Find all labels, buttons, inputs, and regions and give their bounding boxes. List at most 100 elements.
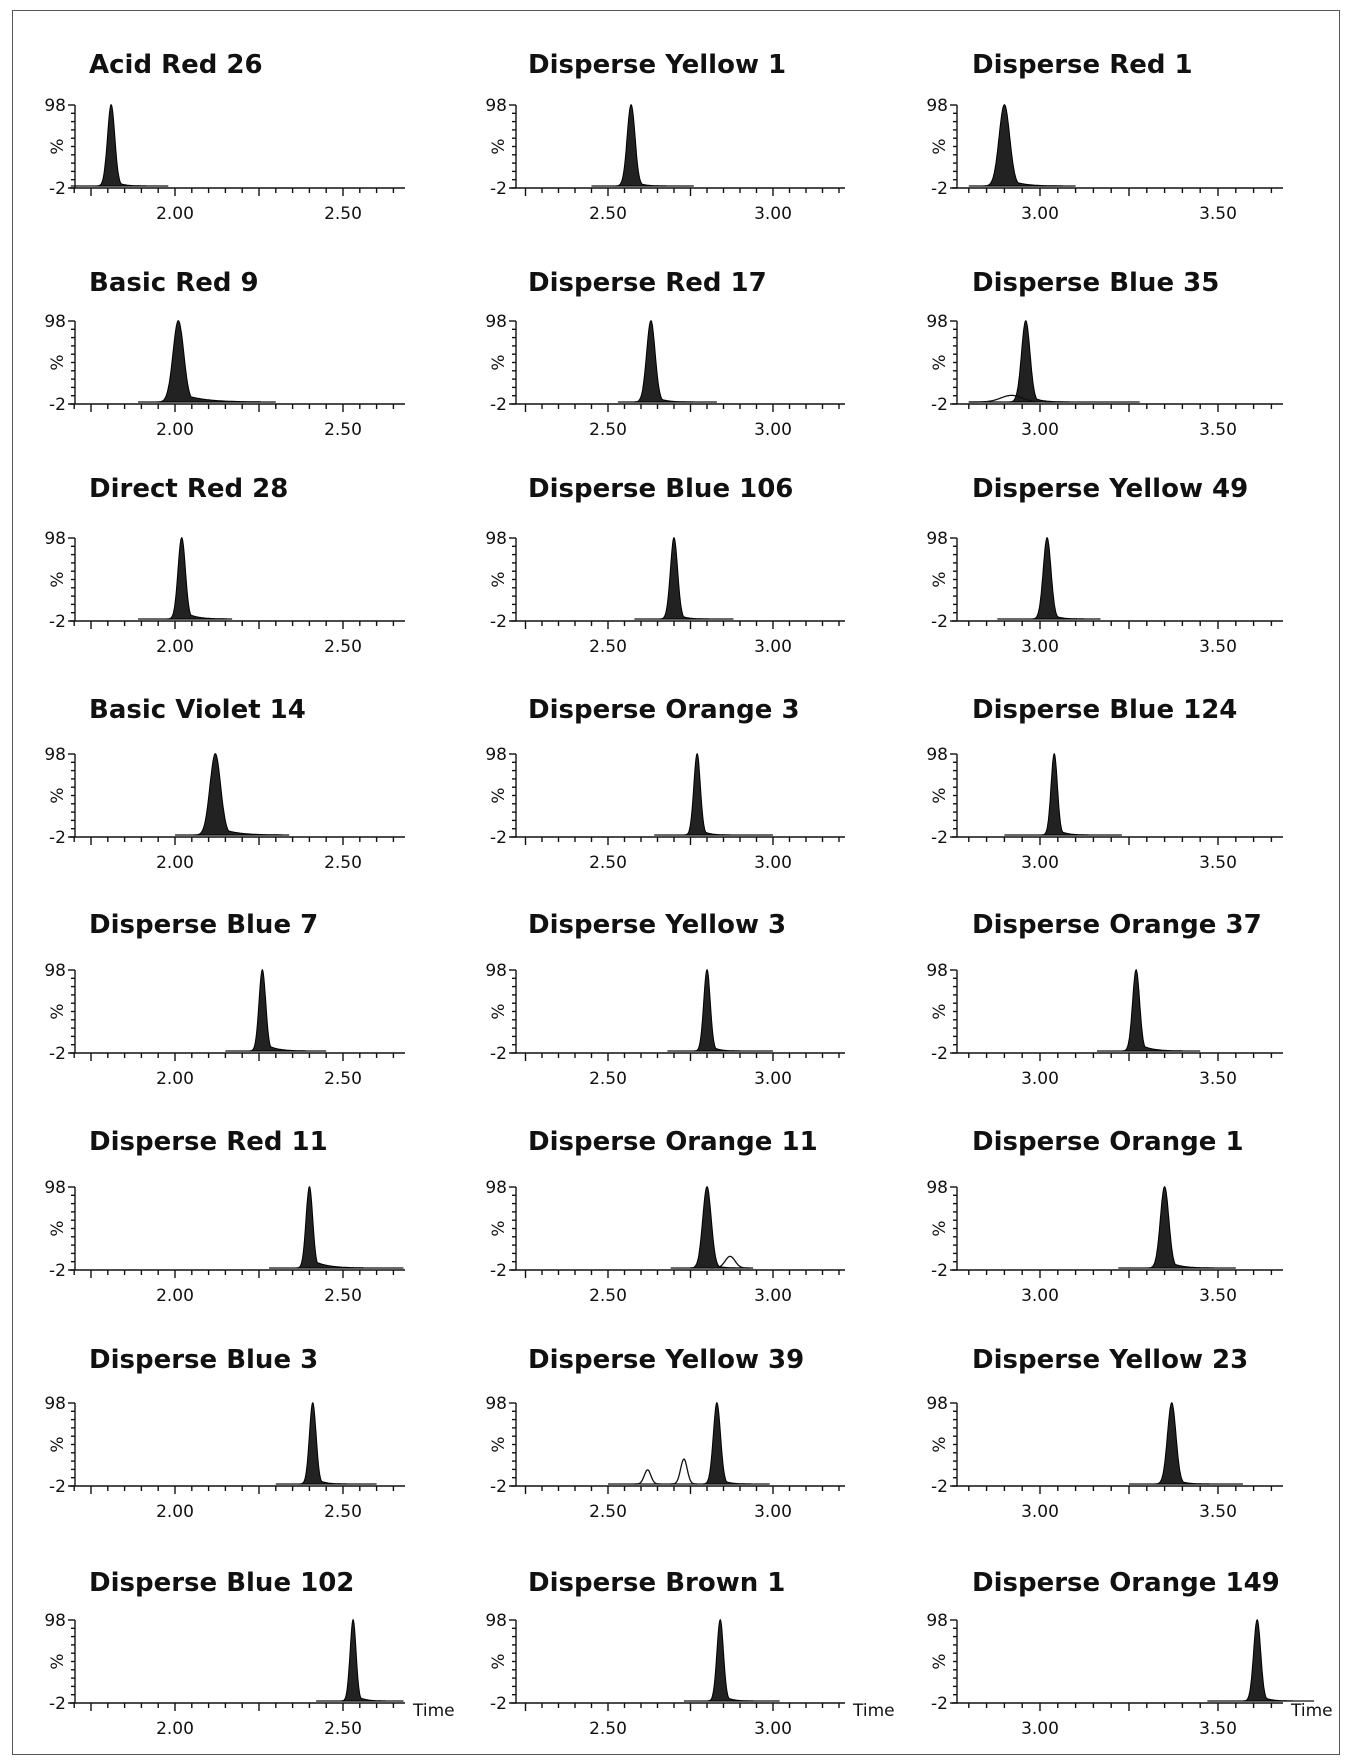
y-axis-label: %	[930, 354, 950, 370]
y-axis-label: %	[48, 354, 68, 370]
chromatogram-panel: Disperse Blue 3 98 -2% 2.00 2.50	[44, 1345, 405, 1522]
x-tick-label: 2.00	[156, 1069, 194, 1089]
panel-title: Disperse Orange 37	[972, 910, 1262, 940]
y-tick-label: 98	[44, 96, 66, 116]
chromatogram-panel: Disperse Yellow 3 98 -2% 2.50 3.00	[485, 910, 845, 1089]
peak	[659, 536, 709, 620]
x-tick-label: 2.50	[324, 1286, 362, 1306]
chromatogram-panel: Acid Red 26 98 -2% 2.00 2.50	[44, 50, 405, 224]
chromatogram-panel: Disperse Yellow 23 98 -2% 3.00 3.50	[926, 1345, 1283, 1522]
chromatogram-panel: Disperse Yellow 49 98 -2% 3.00 3.50	[926, 474, 1283, 657]
panel-title: Disperse Blue 7	[89, 910, 318, 940]
x-tick-label: 2.00	[156, 1502, 194, 1522]
y-tick-label: -2	[49, 395, 66, 415]
panel-title: Direct Red 28	[89, 474, 288, 504]
y-axis-label: %	[48, 1436, 68, 1452]
peak	[983, 104, 1064, 187]
x-tick-label: 3.50	[1199, 204, 1237, 224]
peak	[1242, 1619, 1294, 1702]
peak	[156, 320, 261, 403]
y-tick-label: -2	[931, 179, 948, 199]
y-tick-label: 98	[485, 745, 507, 765]
panel-title: Disperse Yellow 3	[528, 910, 786, 940]
peak	[693, 969, 741, 1052]
y-tick-label: 98	[926, 529, 948, 549]
chromatogram-panel: Disperse Blue 35 98 -2% 3.00 3.50	[926, 268, 1283, 440]
y-tick-label: -2	[931, 612, 948, 632]
y-axis-label: %	[489, 571, 509, 587]
x-tick-label: 2.50	[324, 1069, 362, 1089]
x-tick-label: 3.50	[1199, 853, 1237, 873]
y-tick-label: -2	[49, 1477, 66, 1497]
panel-title: Acid Red 26	[89, 50, 263, 80]
panel-title: Basic Red 9	[89, 268, 259, 298]
y-tick-label: 98	[485, 312, 507, 332]
y-tick-label: 98	[44, 1611, 66, 1631]
x-tick-label: 3.50	[1199, 1286, 1237, 1306]
panel-title: Disperse Blue 124	[972, 695, 1237, 725]
x-tick-label: 3.00	[1021, 204, 1059, 224]
y-tick-label: 98	[485, 1611, 507, 1631]
y-tick-label: 98	[485, 961, 507, 981]
chromatogram-panel: Disperse Orange 3 98 -2% 2.50 3.00	[485, 695, 845, 873]
y-tick-label: 98	[926, 745, 948, 765]
x-tick-label: 2.00	[156, 420, 194, 440]
x-tick-label: 3.00	[754, 1502, 792, 1522]
panel-title: Disperse Blue 35	[972, 268, 1219, 298]
y-tick-label: 98	[44, 1178, 66, 1198]
y-tick-label: -2	[49, 1694, 66, 1714]
x-tick-label: 2.00	[156, 1286, 194, 1306]
y-axis-label: %	[48, 787, 68, 803]
y-tick-label: -2	[931, 1694, 948, 1714]
peak	[1121, 969, 1183, 1052]
x-tick-label: 2.50	[324, 1502, 362, 1522]
chromatogram-panel: Disperse Orange 11 98 -2% 2.50 3.00	[485, 1127, 845, 1306]
y-tick-label: 98	[485, 1394, 507, 1414]
panel-title: Disperse Yellow 1	[528, 50, 786, 80]
x-tick-label: 2.50	[589, 1286, 627, 1306]
y-tick-label: -2	[931, 1477, 948, 1497]
x-tick-label: 3.00	[754, 204, 792, 224]
y-tick-label: 98	[926, 1394, 948, 1414]
y-axis-label: %	[489, 354, 509, 370]
peak	[248, 969, 307, 1052]
panel-title: Disperse Red 17	[528, 268, 767, 298]
y-axis-label: %	[489, 1436, 509, 1452]
minor-peak	[968, 394, 1054, 403]
y-tick-label: 98	[44, 961, 66, 981]
x-tick-label: 3.00	[754, 420, 792, 440]
y-tick-label: -2	[490, 1044, 507, 1064]
panel-title: Disperse Red 11	[89, 1127, 328, 1157]
x-tick-label: 3.00	[1021, 1286, 1059, 1306]
y-tick-label: -2	[490, 828, 507, 848]
y-tick-label: -2	[49, 179, 66, 199]
x-axis-label: Time	[852, 1701, 895, 1721]
chromatogram-panel: Disperse Orange 37 98 -2% 3.00 3.50	[926, 910, 1283, 1089]
peak	[707, 1619, 754, 1702]
peak	[193, 753, 283, 836]
peak	[340, 1618, 386, 1702]
x-tick-label: 3.50	[1199, 1502, 1237, 1522]
y-tick-label: 98	[926, 96, 948, 116]
x-tick-label: 2.50	[324, 1719, 362, 1739]
panel-title: Disperse Blue 102	[89, 1568, 354, 1598]
panel-title: Disperse Orange 3	[528, 695, 800, 725]
y-tick-label: 98	[44, 529, 66, 549]
peak	[299, 1402, 347, 1485]
x-tick-label: 3.00	[1021, 1719, 1059, 1739]
x-tick-label: 3.00	[1021, 1069, 1059, 1089]
panel-title: Disperse Brown 1	[528, 1568, 785, 1598]
peak	[96, 103, 147, 187]
x-tick-label: 2.50	[589, 204, 627, 224]
x-tick-label: 3.00	[1021, 853, 1059, 873]
chromatogram-panel: Disperse Blue 106 98 -2% 2.50 3.00	[485, 474, 845, 657]
x-tick-label: 3.50	[1199, 1069, 1237, 1089]
x-tick-label: 2.50	[324, 853, 362, 873]
y-tick-label: 98	[485, 96, 507, 116]
y-tick-label: -2	[490, 1261, 507, 1281]
x-tick-label: 3.50	[1199, 1719, 1237, 1739]
y-axis-label: %	[48, 138, 68, 154]
y-tick-label: -2	[49, 828, 66, 848]
y-axis-label: %	[930, 1653, 950, 1669]
y-tick-label: -2	[490, 612, 507, 632]
